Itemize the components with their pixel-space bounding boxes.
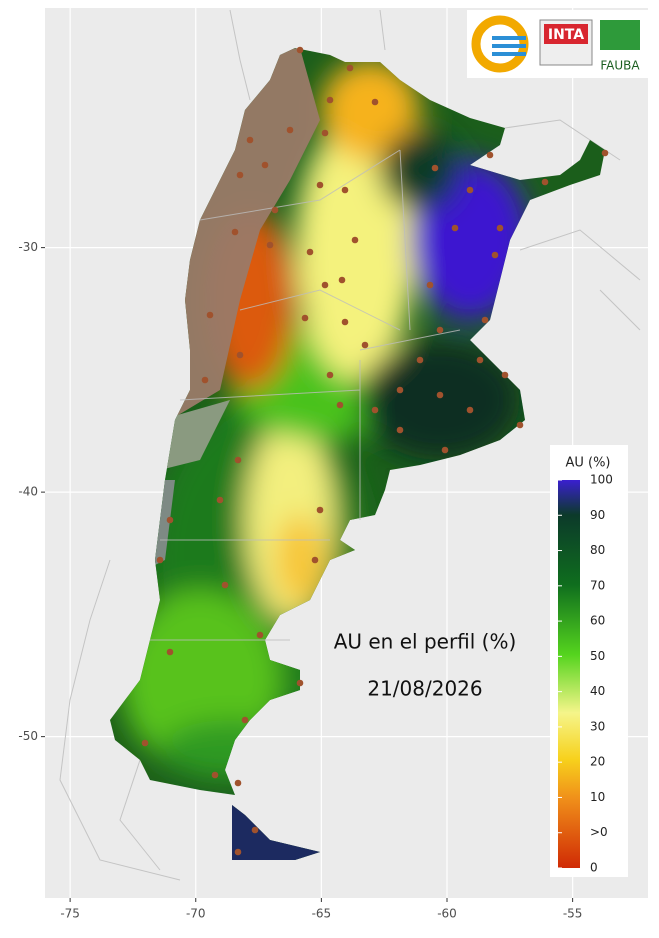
station: [516, 421, 524, 429]
y-tick-label: -30: [18, 240, 38, 254]
annotation-date: 21/08/2026: [367, 677, 482, 701]
station: [341, 318, 349, 326]
station: [338, 276, 346, 284]
neighbor-borders: [59, 9, 641, 881]
station: [346, 64, 354, 72]
station: [431, 164, 439, 172]
legend-label: >0: [590, 825, 608, 839]
x-tick-label: -75: [60, 907, 80, 921]
station: [256, 631, 264, 639]
station: [301, 314, 309, 322]
stations: [141, 46, 609, 856]
station: [486, 151, 494, 159]
station: [426, 281, 434, 289]
station: [234, 456, 242, 464]
inta-logo-bg: [544, 24, 588, 44]
inta-text: INTA: [548, 27, 584, 43]
station: [396, 426, 404, 434]
annotation-title: AU en el perfil (%): [334, 630, 517, 654]
legend-label: 90: [590, 508, 605, 522]
legend-label: 10: [590, 790, 605, 804]
legend-title: AU (%): [565, 456, 610, 471]
station: [321, 281, 329, 289]
station: [361, 341, 369, 349]
colorbar: [558, 480, 580, 868]
station: [326, 371, 334, 379]
station: [326, 96, 334, 104]
station: [266, 241, 274, 249]
station: [351, 236, 359, 244]
x-tick-label: -70: [186, 907, 206, 921]
station: [286, 126, 294, 134]
x-tick-label: -65: [312, 907, 332, 921]
legend-label: 40: [590, 684, 605, 698]
station: [316, 506, 324, 514]
station: [311, 556, 319, 564]
station: [481, 316, 489, 324]
station: [416, 356, 424, 364]
station: [371, 98, 379, 106]
station: [496, 224, 504, 232]
y-tick-label: -40: [18, 485, 38, 499]
station: [236, 351, 244, 359]
station: [436, 326, 444, 334]
station: [141, 739, 149, 747]
fauba-text: FAUBA: [600, 59, 640, 73]
station: [436, 391, 444, 399]
station: [234, 848, 242, 856]
station: [321, 129, 329, 137]
station: [316, 181, 324, 189]
station: [336, 401, 344, 409]
station: [234, 779, 242, 787]
province-borders: [150, 149, 461, 641]
legend-label: 70: [590, 578, 605, 592]
fauba-mark: [600, 20, 640, 50]
station: [221, 581, 229, 589]
station: [601, 149, 609, 157]
x-tick-label: -60: [437, 907, 457, 921]
station: [236, 171, 244, 179]
legend-label: 0: [590, 861, 598, 875]
station: [246, 136, 254, 144]
station: [296, 46, 304, 54]
legend-label: 100: [590, 473, 613, 487]
station: [241, 716, 249, 724]
station: [201, 376, 209, 384]
logo-waves: [492, 36, 526, 56]
legend-label: 50: [590, 649, 605, 663]
station: [206, 311, 214, 319]
station: [166, 648, 174, 656]
station: [216, 496, 224, 504]
station: [156, 556, 164, 564]
station: [466, 406, 474, 414]
station: [491, 251, 499, 259]
station: [261, 161, 269, 169]
station: [306, 248, 314, 256]
y-tick-label: -50: [18, 729, 38, 743]
station: [211, 771, 219, 779]
legend-label: 60: [590, 614, 605, 628]
station: [541, 178, 549, 186]
station: [476, 356, 484, 364]
station: [231, 228, 239, 236]
station: [441, 446, 449, 454]
legend-label: 30: [590, 719, 605, 733]
station: [501, 371, 509, 379]
x-tick-label: -55: [563, 907, 583, 921]
legend-label: 20: [590, 755, 605, 769]
station: [251, 826, 259, 834]
station: [271, 206, 279, 214]
station: [296, 679, 304, 687]
station: [396, 386, 404, 394]
station: [371, 406, 379, 414]
station: [166, 516, 174, 524]
legend-label: 80: [590, 543, 605, 557]
station: [466, 186, 474, 194]
station: [341, 186, 349, 194]
station: [451, 224, 459, 232]
